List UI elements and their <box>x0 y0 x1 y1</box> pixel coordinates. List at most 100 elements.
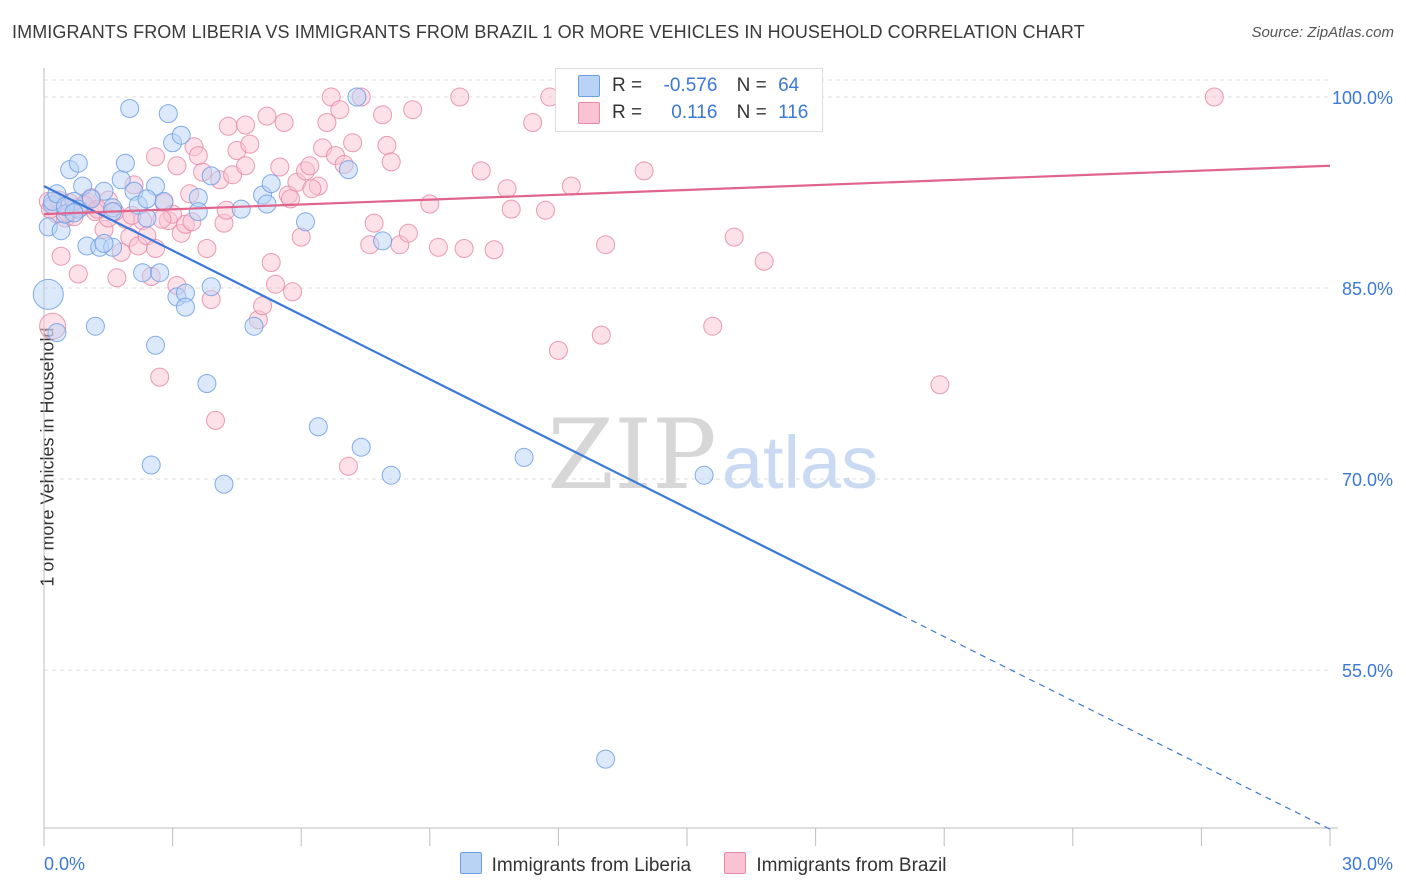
data-point <box>930 375 950 395</box>
data-point <box>141 455 161 475</box>
n-label: N = <box>736 75 767 97</box>
data-point <box>201 277 221 297</box>
data-point <box>158 104 178 124</box>
data-point <box>373 105 393 125</box>
data-point <box>261 174 281 194</box>
watermark-atlas: atlas <box>722 421 878 504</box>
data-point <box>253 296 273 316</box>
data-point <box>591 325 611 345</box>
data-point <box>85 316 105 336</box>
data-point <box>514 447 534 467</box>
legend-item-brazil: Immigrants from Brazil <box>724 852 946 877</box>
correlation-legend: R = -0.576 N = 64 R = 0.116 N = 116 <box>555 68 823 132</box>
source-credit: Source: ZipAtlas.com <box>1251 24 1394 41</box>
n-value-liberia: 64 <box>778 75 800 97</box>
series-brazil <box>38 87 1224 476</box>
data-point <box>596 749 616 769</box>
data-point <box>308 417 328 437</box>
data-point <box>428 237 448 257</box>
data-point <box>32 278 64 310</box>
series-liberia <box>32 87 714 769</box>
data-point <box>150 263 170 283</box>
y-tick-labels: 100.0% 85.0% 70.0% 55.0% <box>1332 88 1393 681</box>
data-point <box>296 212 315 232</box>
data-point <box>115 153 135 173</box>
data-point <box>146 335 165 355</box>
data-point <box>454 239 474 258</box>
data-point <box>338 160 358 180</box>
data-point <box>420 194 440 214</box>
trend-line-liberia <box>43 185 902 617</box>
y-tick-label: 70.0% <box>1342 470 1393 490</box>
liberia-legend-swatch <box>459 852 482 874</box>
data-point <box>317 113 337 132</box>
data-point <box>188 146 208 166</box>
data-point <box>244 316 264 336</box>
data-point <box>137 208 157 228</box>
data-point <box>137 189 157 209</box>
liberia-swatch <box>578 75 600 97</box>
chart-title: IMMIGRANTS FROM LIBERIA VS IMMIGRANTS FR… <box>12 22 1085 42</box>
data-point <box>120 99 140 118</box>
watermark-zip: ZIP <box>547 399 716 511</box>
data-point <box>167 156 187 176</box>
data-point <box>471 161 491 181</box>
data-point <box>261 253 281 272</box>
data-point <box>236 115 255 135</box>
trend-line-brazil <box>43 164 1331 216</box>
r-value-liberia: -0.576 <box>663 75 718 97</box>
data-point <box>351 437 371 457</box>
data-point <box>236 156 255 176</box>
data-point <box>201 166 221 186</box>
data-point <box>266 274 285 294</box>
data-point <box>94 233 114 253</box>
n-label: N = <box>736 102 767 124</box>
data-point <box>724 227 744 247</box>
watermark: ZIP atlas <box>547 399 878 511</box>
data-point <box>240 134 260 154</box>
data-point <box>381 152 401 172</box>
data-point <box>548 340 568 360</box>
data-point <box>398 223 418 243</box>
data-point <box>338 456 358 476</box>
data-point <box>231 199 251 219</box>
legend-item-liberia: Immigrants from Liberia <box>459 852 692 877</box>
data-point <box>377 135 397 155</box>
y-tick-label: 85.0% <box>1342 279 1393 299</box>
data-point <box>283 282 303 302</box>
data-point <box>47 323 67 343</box>
data-point <box>68 264 88 284</box>
data-point <box>703 316 723 336</box>
y-tick-label: 100.0% <box>1332 88 1393 108</box>
series-legend: Immigrants from Liberia Immigrants from … <box>0 852 1406 877</box>
data-point <box>343 133 363 153</box>
trend-lines <box>43 164 1331 830</box>
brazil-swatch <box>578 102 600 124</box>
data-point <box>450 87 470 107</box>
r-label: R = <box>612 75 643 97</box>
data-point <box>596 235 616 255</box>
brazil-legend-swatch <box>724 852 747 874</box>
data-point <box>523 113 543 132</box>
data-point <box>176 297 195 317</box>
data-point <box>257 106 277 126</box>
data-point <box>754 251 774 271</box>
brazil-legend-label: Immigrants from Brazil <box>756 855 947 876</box>
n-value-brazil: 116 <box>778 102 809 124</box>
data-point <box>197 239 217 258</box>
legend-row-brazil: R = 0.116 N = 116 <box>578 102 808 128</box>
data-point <box>694 465 714 485</box>
data-point <box>274 113 294 132</box>
data-point <box>497 179 517 199</box>
data-point <box>146 147 165 167</box>
legend-row-liberia: R = -0.576 N = 64 <box>578 75 799 101</box>
r-value-brazil: 0.116 <box>671 102 718 124</box>
x-tick-label-min: 0.0% <box>44 854 85 874</box>
data-point <box>68 153 88 173</box>
data-point <box>501 199 521 219</box>
data-point <box>51 246 71 266</box>
data-point <box>373 231 393 251</box>
liberia-legend-label: Immigrants from Liberia <box>491 855 692 876</box>
data-point <box>484 240 504 260</box>
